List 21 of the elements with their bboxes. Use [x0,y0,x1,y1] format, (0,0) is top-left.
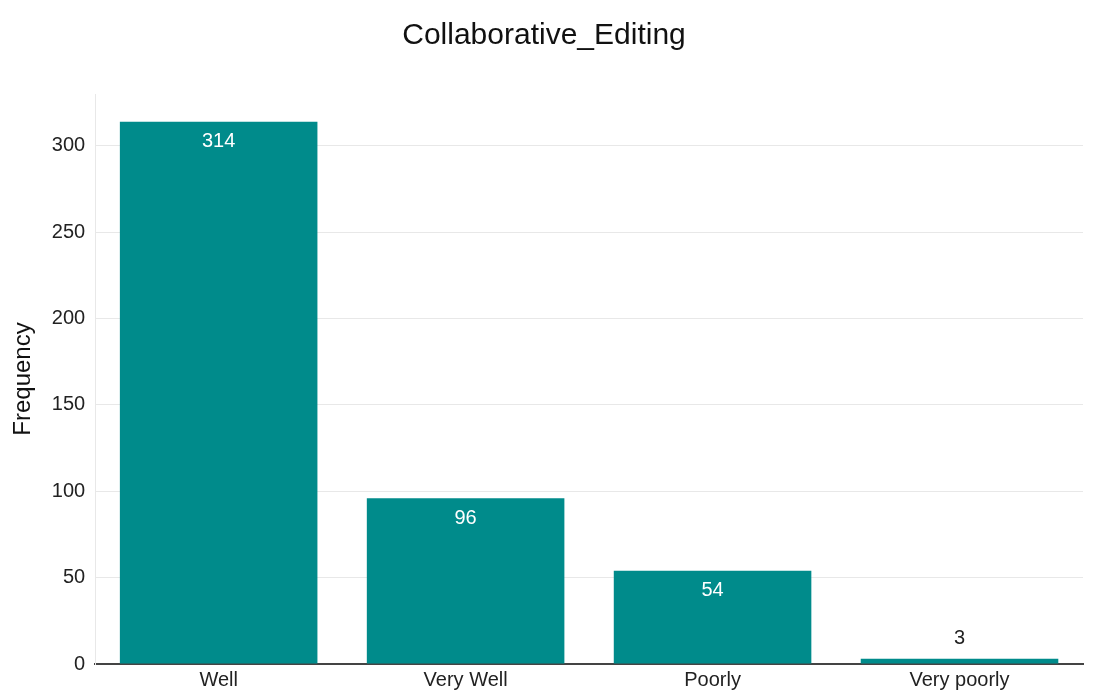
y-tick-label: 150 [51,392,86,415]
bar [366,498,565,664]
data-label: 54 [701,578,724,601]
y-tick-label: 0 [74,651,86,674]
data-label: 314 [201,129,236,152]
y-tick-label: 50 [62,565,86,588]
x-tick-label: Poorly [684,667,741,690]
y-tick-label: 200 [51,306,86,329]
bar [860,658,1059,664]
data-label: 96 [454,505,477,528]
y-tick-label: 300 [51,133,86,156]
data-label: 3 [953,626,966,649]
x-tick-label: Well [199,667,238,690]
chart-title: Collaborative_Editing [402,17,686,51]
y-axis-title: Frequency [8,322,36,436]
x-tick-label: Very Well [423,667,508,690]
x-tick-label: Very poorly [909,667,1010,690]
bar [613,570,812,664]
y-tick-label: 100 [51,478,86,501]
bar [119,121,318,664]
y-tick-label: 250 [51,219,86,242]
